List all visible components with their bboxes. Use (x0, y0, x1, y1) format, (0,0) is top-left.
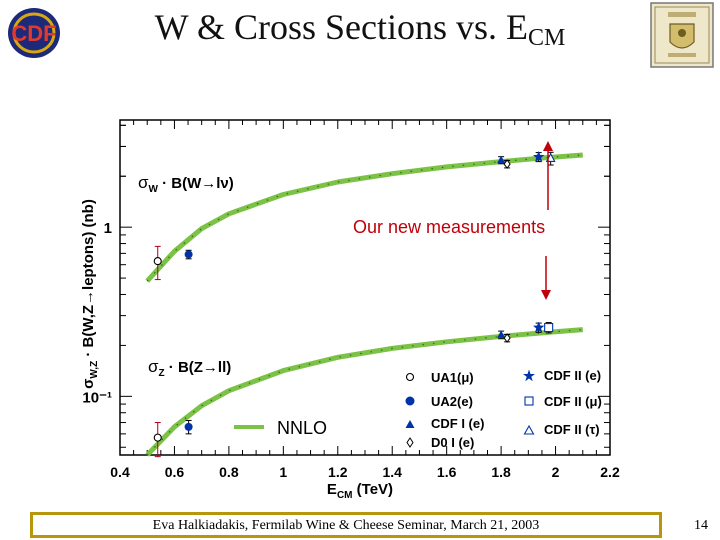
x-tick-label: 2 (552, 464, 560, 480)
chart: 0.4 0.6 0.8 1 1.2 1.4 1.6 1.8 2 2.2 1 10⁻¹ ECM (Te… (80, 119, 620, 501)
data-point (503, 159, 511, 169)
x-tick-label: 1 (279, 464, 287, 480)
legend-item-ua2: UA2(e) (405, 394, 473, 409)
x-tick-label: 1.6 (437, 464, 457, 480)
slide-title-sub: CM (527, 25, 566, 51)
new-measurements-label: Our new measurements (353, 217, 545, 237)
legend-item-ua1: UA1(μ) (405, 370, 474, 385)
x-tick-label: 0.8 (219, 464, 239, 480)
z-curve-label: σZ · B(Z→ll) (148, 357, 231, 379)
x-axis-title: ECM (TeV) (327, 481, 393, 501)
x-tick-label: 0.4 (110, 464, 130, 480)
svg-text:NNLO: NNLO (277, 418, 327, 438)
marker-filled-triangle (497, 155, 506, 164)
data-point (184, 249, 193, 260)
nnlo-curve-w-dots (146, 154, 583, 282)
svg-text:UA2(e): UA2(e) (431, 394, 473, 409)
data-point (153, 245, 162, 281)
x-tick-label: 1.4 (382, 464, 402, 480)
marker-open-diamond (503, 333, 511, 343)
arrow-to-w-measurement (543, 141, 553, 210)
svg-text:CDF II (e): CDF II (e) (544, 368, 601, 383)
footer-box: Eva Halkiadakis, Fermilab Wine & Cheese … (30, 512, 662, 538)
marker-open-diamond (503, 159, 511, 169)
legend-item-cdf-ii-e: CDF II (e) (523, 368, 601, 383)
legend-item-cdf-ii-tau: CDF II (τ) (523, 422, 600, 437)
cdf-logo-text: CDF (11, 21, 56, 46)
svg-text:CDF I (e): CDF I (e) (431, 416, 484, 431)
marker-filled-circle (184, 250, 193, 259)
x-tick-label: 0.6 (165, 464, 185, 480)
legend-item-nnlo: NNLO (234, 418, 327, 438)
marker-filled-triangle (497, 330, 506, 338)
marker-filled-star (533, 321, 545, 333)
cdf-logo: CDF (8, 8, 60, 58)
data-point (544, 322, 554, 334)
data-point (533, 151, 545, 163)
x-tick-label: 1.2 (328, 464, 348, 480)
marker-filled-star (533, 151, 545, 162)
y-tick-label: 10⁻¹ (82, 389, 112, 406)
svg-text:CDF II (τ): CDF II (τ) (544, 422, 600, 437)
x-tick-label: 1.8 (491, 464, 511, 480)
svg-text:CDF II (μ): CDF II (μ) (544, 394, 602, 409)
svg-text:UA1(μ): UA1(μ) (431, 370, 474, 385)
legend-item-cdf-ii-mu: CDF II (μ) (524, 394, 602, 409)
data-point (503, 333, 511, 343)
y-tick-label: 1 (104, 220, 112, 237)
arrow-to-z-measurement (541, 256, 551, 300)
footer-text: Eva Halkiadakis, Fermilab Wine & Cheese … (152, 518, 540, 533)
marker-open-circle (153, 257, 162, 266)
svg-text:D0 I (e): D0 I (e) (431, 435, 474, 450)
plot-area (119, 119, 611, 456)
x-tick-label: 2.2 (600, 464, 620, 480)
data-point (184, 419, 193, 435)
legend: NNLO UA1(μ) UA2(e) CDF I (e) D0 I (e) CD… (234, 368, 602, 450)
legend-item-d0-i: D0 I (e) (406, 435, 474, 450)
marker-filled-circle (184, 422, 193, 431)
page-number: 14 (694, 518, 708, 533)
data-point (497, 155, 506, 165)
y-axis-title: σW,Z · B(W,Z→leptons) (nb) (80, 199, 100, 389)
slide-title-main: W & Cross Sections vs. E (154, 7, 528, 47)
marker-open-circle (153, 433, 162, 442)
data-point (533, 321, 545, 333)
slide-title: W & Cross Sections vs. ECM (0, 6, 720, 52)
marker-open-square (544, 323, 554, 333)
data-point (153, 422, 162, 458)
w-curve-label: σW · B(W→lν) (138, 173, 234, 195)
data-point (497, 330, 506, 340)
legend-item-cdf-i: CDF I (e) (405, 416, 484, 431)
university-seal (650, 2, 714, 68)
